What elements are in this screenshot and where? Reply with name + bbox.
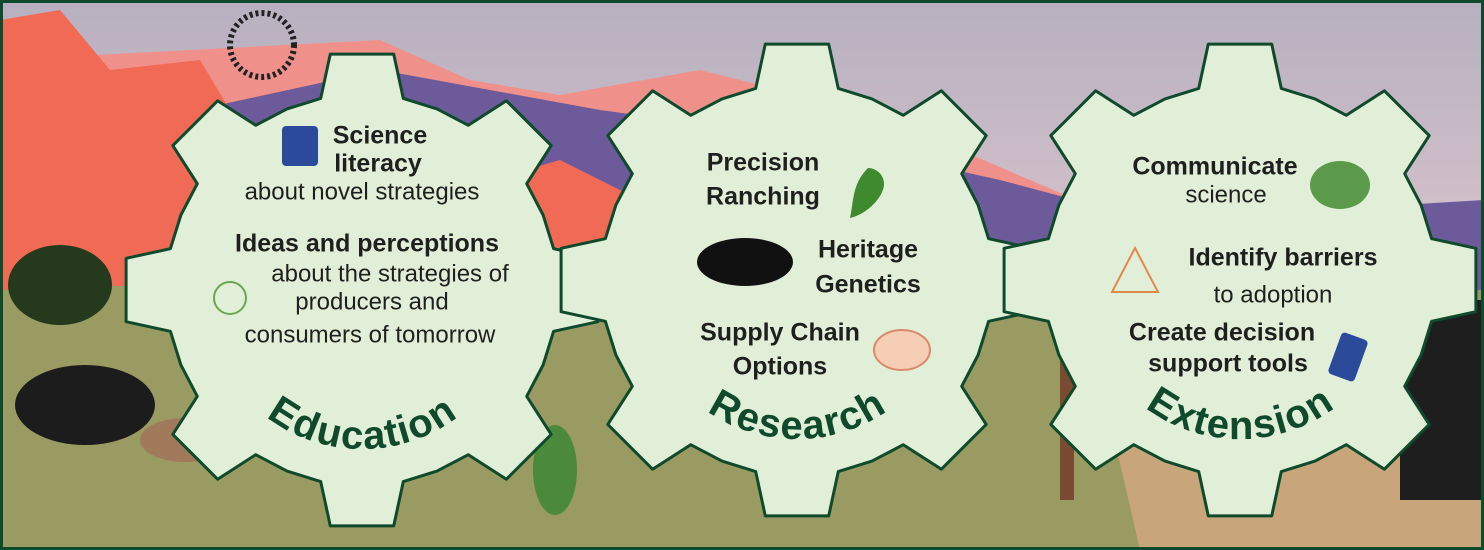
item-heading: support tools: [1148, 350, 1308, 378]
books-icon: [282, 126, 318, 166]
item-heading: Communicate: [1132, 153, 1297, 181]
item-heading: Identify barriers: [1189, 244, 1378, 272]
steak-icon: [874, 330, 930, 370]
item-heading: Options: [733, 353, 827, 381]
page: {"gears": [ {"title": "Education", "item…: [0, 0, 1484, 550]
item-detail: consumers of tomorrow: [245, 321, 496, 348]
item-detail: science: [1185, 181, 1266, 208]
item-heading: literacy: [334, 150, 422, 178]
item-heading: Ideas and perceptions: [235, 230, 499, 258]
item-heading: Ranching: [706, 183, 820, 211]
infographic: Scienceliteracyabout novel strategies Ide…: [0, 0, 1484, 550]
item-heading: Genetics: [815, 271, 921, 299]
item-detail: about the strategies of: [271, 260, 509, 287]
item-heading: Precision: [707, 149, 820, 177]
chat-icon: [1310, 161, 1370, 209]
gear: Precision Ranching Heritage Genetics Supply …: [561, 44, 1033, 516]
item-detail: to adoption: [1214, 281, 1333, 308]
item-heading: Supply Chain: [700, 319, 860, 347]
tree: [8, 245, 112, 325]
item-heading: Heritage: [818, 236, 918, 264]
cow: [15, 365, 155, 445]
item-heading: Create decision: [1129, 319, 1315, 347]
item-heading: Science: [333, 122, 428, 150]
cow-icon: [697, 238, 793, 286]
item-detail: producers and: [295, 288, 448, 315]
item-detail: about novel strategies: [245, 178, 480, 205]
